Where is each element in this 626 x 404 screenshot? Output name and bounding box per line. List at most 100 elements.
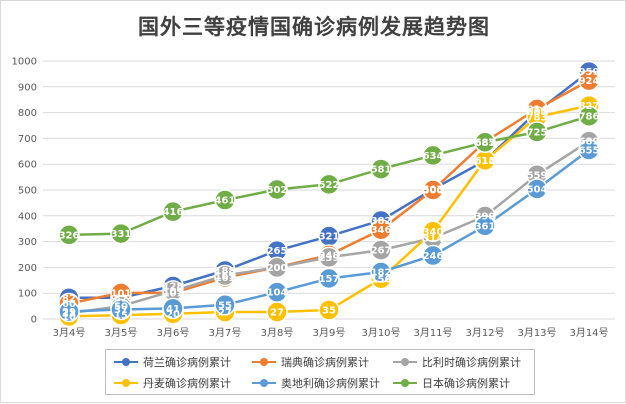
y-tick-label: 800: [18, 108, 37, 119]
data-label: 614: [475, 156, 496, 167]
data-label: 382: [371, 216, 392, 227]
data-label: 559: [527, 170, 548, 181]
data-point: [58, 224, 80, 246]
data-label: 503: [423, 185, 444, 196]
data-label: 804: [527, 107, 548, 118]
data-point: [526, 178, 548, 200]
data-point: [422, 244, 444, 267]
data-label: 321: [319, 232, 340, 243]
legend-item: 丹麦确诊病例累计: [114, 374, 231, 392]
legend-item: 瑞典确诊病例累计: [252, 353, 369, 371]
x-tick-label: 3月8号: [261, 327, 294, 339]
legend-swatch: [114, 357, 138, 367]
data-label: 82: [62, 293, 76, 304]
y-tick-label: 1000: [12, 57, 37, 68]
data-label: 156: [371, 274, 392, 285]
data-label: 504: [527, 184, 548, 195]
y-tick-label: 200: [18, 263, 37, 274]
data-label: 786: [579, 112, 600, 123]
y-tick-label: 700: [18, 134, 37, 145]
legend-item: 荷兰确诊病例累计: [114, 353, 231, 371]
legend-label: 丹麦确诊病例累计: [143, 377, 231, 390]
data-label: 55: [218, 300, 232, 311]
x-tick-label: 3月13号: [517, 327, 556, 339]
data-point: [162, 200, 184, 223]
data-label: 188: [215, 266, 236, 277]
data-label: 50: [114, 302, 128, 313]
data-point: [422, 144, 444, 167]
y-tick-label: 500: [18, 186, 37, 197]
series-markers: [58, 60, 600, 328]
data-label: 361: [475, 221, 496, 232]
x-tick-label: 3月9号: [313, 327, 346, 339]
data-point: [214, 294, 236, 316]
data-label: 687: [475, 137, 496, 148]
data-label: 783: [527, 112, 548, 123]
data-point: [110, 298, 132, 321]
data-point: [266, 281, 288, 303]
data-label: 23: [62, 309, 76, 320]
data-label: 267: [371, 246, 392, 257]
data-label: 157: [319, 274, 340, 285]
data-point: [370, 261, 392, 283]
data-label: 200: [267, 263, 288, 274]
data-point: [422, 220, 444, 243]
data-label: 248: [319, 251, 340, 262]
data-label: 37: [114, 305, 128, 316]
x-tick-label: 3月4号: [53, 327, 86, 339]
data-point: [214, 264, 236, 287]
data-point: [526, 121, 548, 143]
data-label: 265: [267, 246, 288, 257]
data-point: [318, 299, 340, 321]
data-label: 128: [163, 281, 184, 292]
legend-item: 比利时确诊病例累计: [393, 353, 521, 371]
data-label: 461: [215, 196, 236, 207]
data-point: [318, 173, 340, 196]
data-point: [370, 158, 392, 180]
data-label: 41: [166, 304, 180, 315]
data-label: 399: [475, 212, 496, 223]
data-label: 331: [111, 229, 132, 240]
data-label: 35: [322, 305, 336, 316]
data-label: 182: [371, 268, 392, 279]
y-tick-label: 400: [18, 211, 37, 222]
legend-label: 奥地利确诊病例累计: [281, 377, 380, 390]
data-label: 109: [163, 286, 184, 297]
data-label: 685: [475, 138, 496, 149]
data-label: 239: [319, 253, 340, 264]
y-tick-label: 100: [18, 289, 37, 300]
chart-title: 国外三等疫情国确诊病例发展趋势图: [138, 15, 490, 39]
x-tick-label: 3月7号: [209, 327, 242, 339]
data-point: [266, 178, 288, 201]
axis-labels: 0 100 200 300 400 500 600 700 800 900 1000 3月4号 3月5号…: [12, 57, 609, 340]
data-label: 27: [270, 308, 284, 319]
data-label: 615: [475, 156, 496, 167]
data-label: 689: [579, 137, 600, 148]
x-tick-label: 3月11号: [413, 327, 452, 339]
data-label: 101: [163, 288, 184, 299]
data-label: 655: [579, 146, 600, 157]
data-label: 200: [267, 263, 288, 274]
data-point: [58, 300, 80, 323]
data-label: 924: [579, 76, 600, 87]
data-label: 500: [423, 186, 444, 197]
data-label: 101: [111, 288, 132, 299]
data-label: 20: [166, 309, 180, 320]
data-point: [578, 69, 600, 92]
legend-label: 荷兰确诊病例累计: [143, 356, 231, 369]
data-label: 340: [423, 227, 444, 238]
data-label: 827: [579, 101, 600, 112]
data-label: 29: [62, 307, 76, 318]
data-point: [474, 131, 496, 154]
y-tick-label: 0: [31, 315, 37, 326]
legend-swatch: [252, 357, 276, 367]
data-label: 10: [62, 312, 76, 323]
data-label: 246: [423, 251, 444, 262]
data-label: 15: [114, 311, 128, 322]
data-label: 60: [62, 299, 76, 310]
data-label: 104: [267, 288, 288, 299]
data-point: [370, 239, 392, 261]
x-tick-label: 3月12号: [465, 327, 504, 339]
